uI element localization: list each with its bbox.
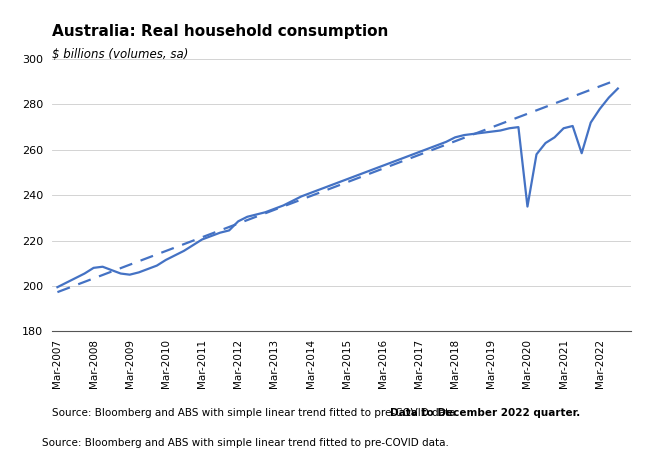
Text: Source: Bloomberg and ABS with simple linear trend fitted to pre-COVID data.: Source: Bloomberg and ABS with simple li… (52, 408, 465, 418)
Text: $ billions (volumes, sa): $ billions (volumes, sa) (52, 48, 188, 61)
Text: Source: Bloomberg and ABS with simple linear trend fitted to pre-COVID data.: Source: Bloomberg and ABS with simple li… (42, 438, 456, 448)
Text: Australia: Real household consumption: Australia: Real household consumption (52, 24, 389, 39)
Text: Data to December 2022 quarter.: Data to December 2022 quarter. (391, 408, 580, 418)
